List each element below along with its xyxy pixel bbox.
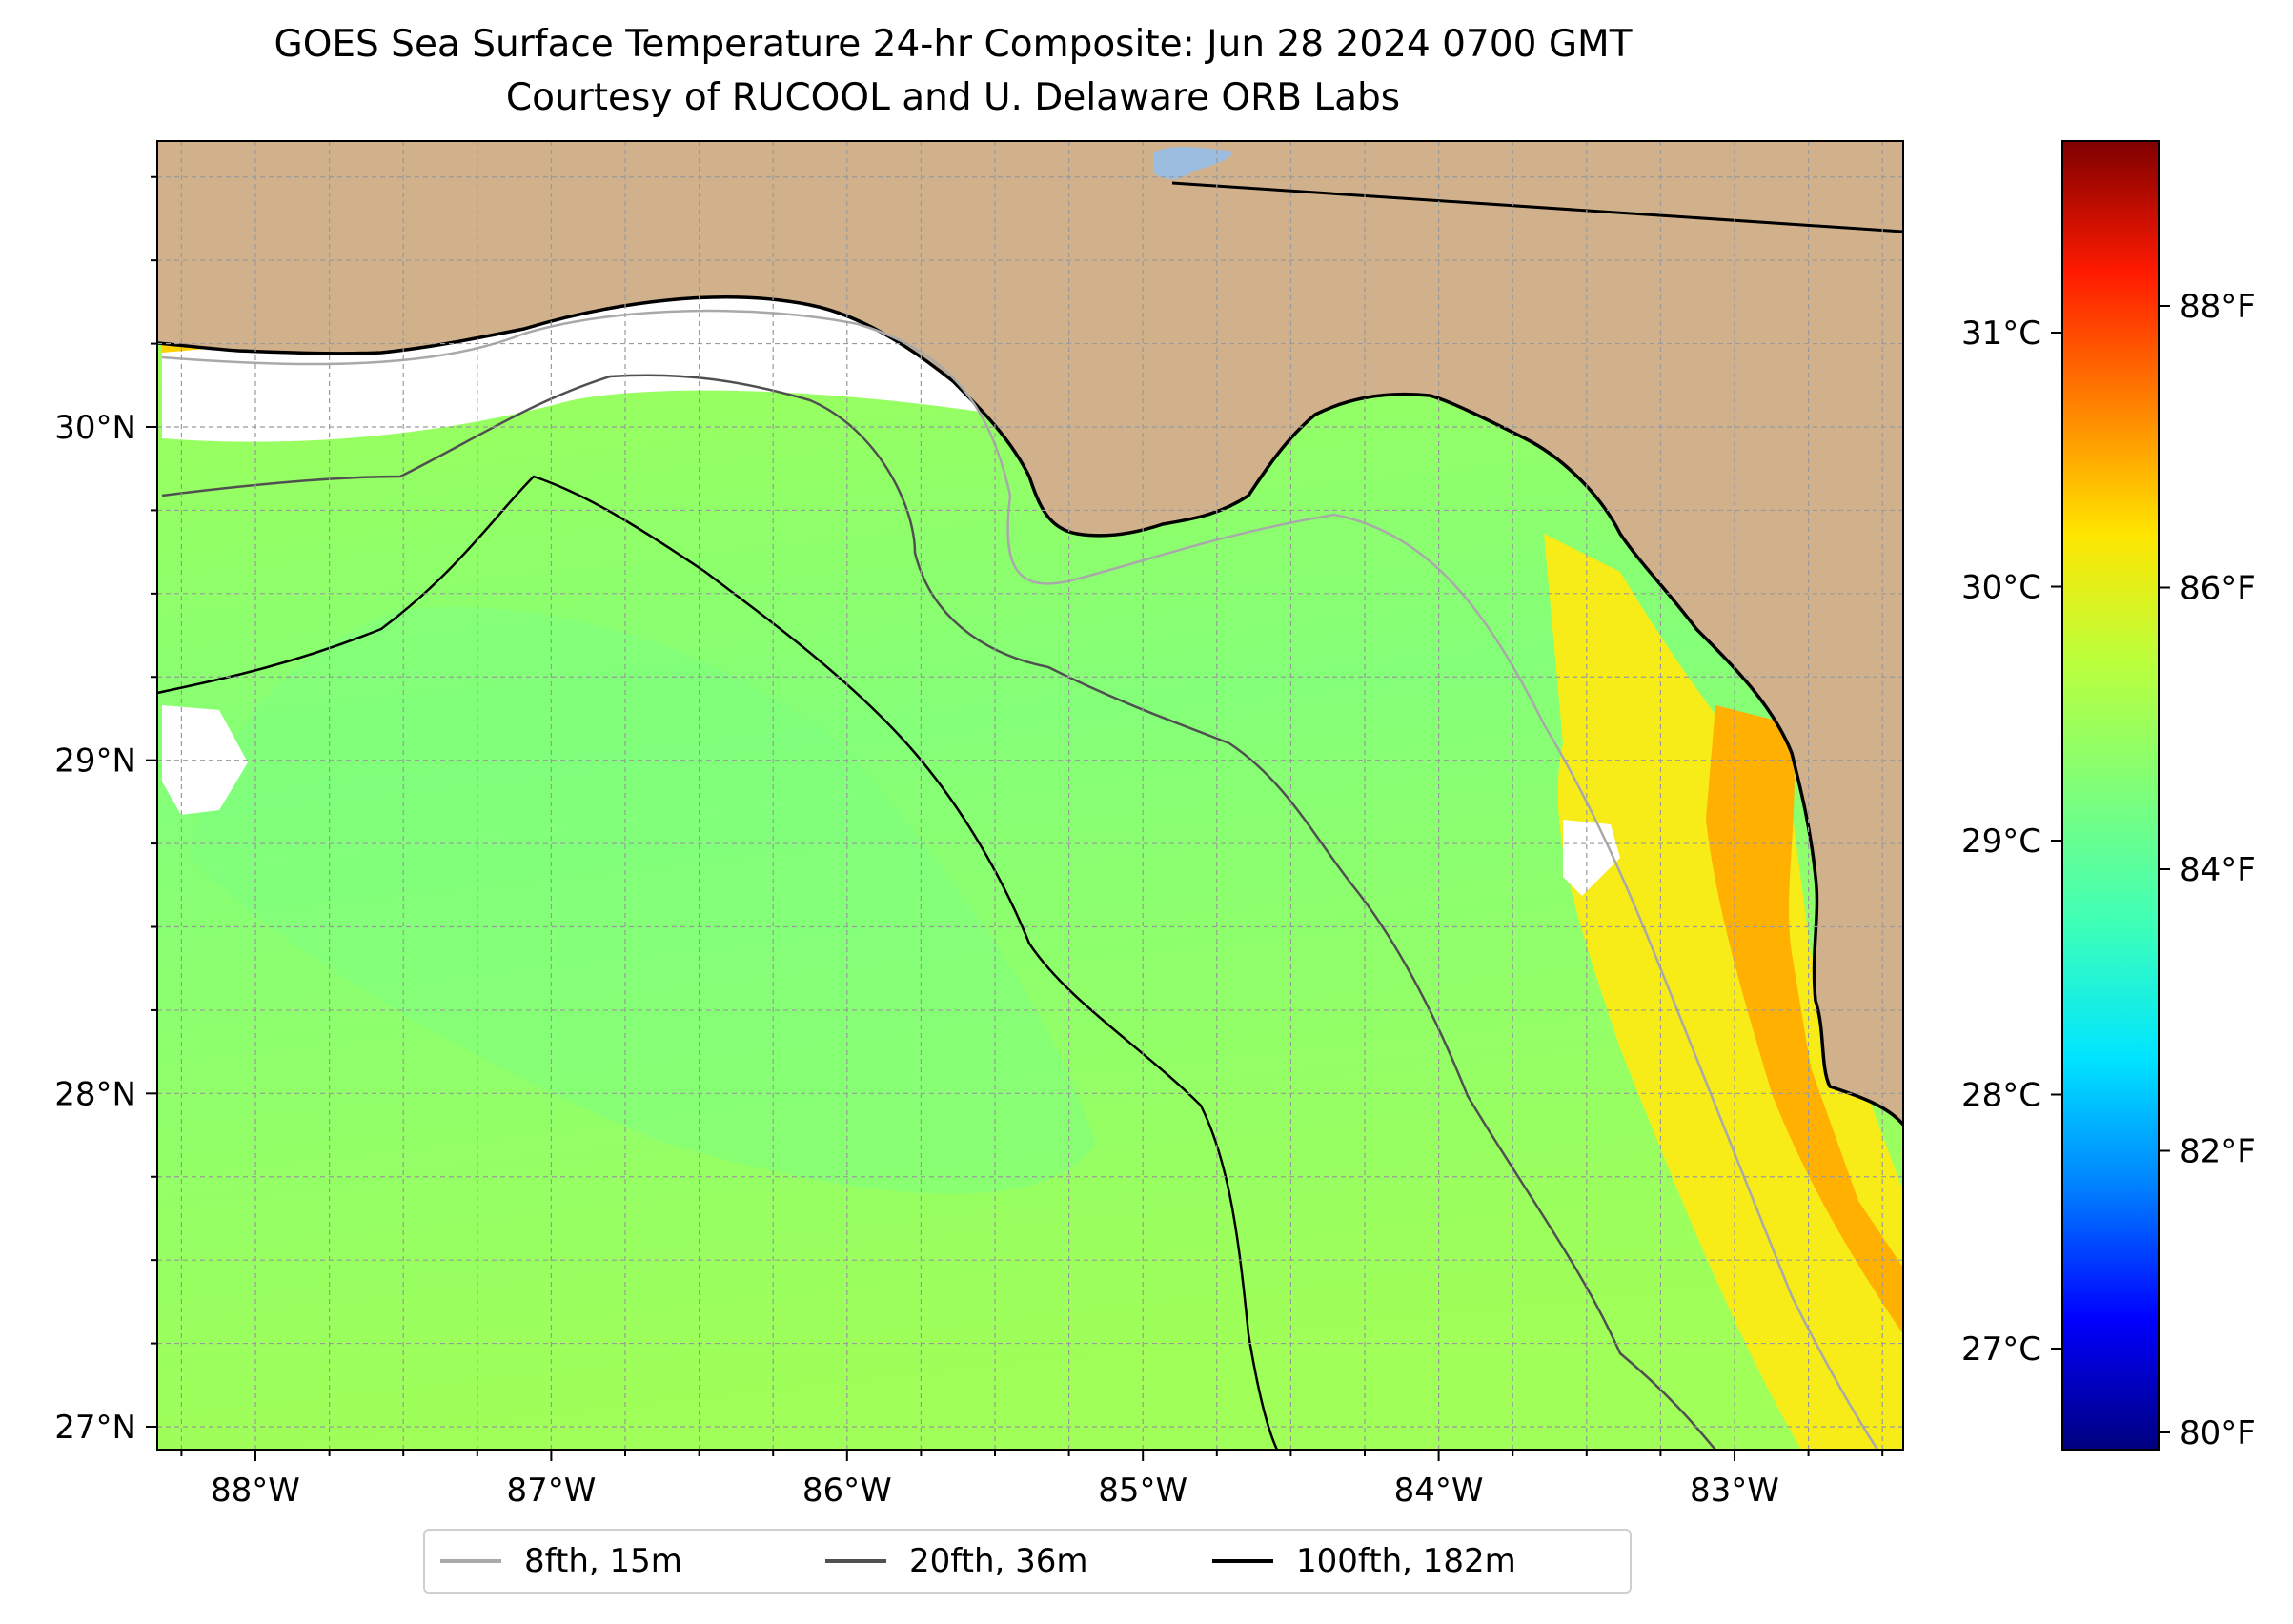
legend-item-8fth: 8fth, 15m <box>440 1531 682 1592</box>
legend-label-8fth: 8fth, 15m <box>524 1542 682 1580</box>
celsius-tick-label: 30°C <box>1961 569 2041 607</box>
map-area <box>157 141 1903 1450</box>
lat-tick-label: 29°N <box>54 742 136 781</box>
legend-item-100fth: 100fth, 182m <box>1212 1531 1516 1592</box>
chart-subtitle: Courtesy of RUCOOL and U. Delaware ORB L… <box>505 76 1401 119</box>
lon-tick-label: 87°W <box>506 1472 596 1510</box>
land-area <box>157 141 1903 1125</box>
latitude-axis: 30°N 29°N 28°N 27°N <box>54 175 157 1447</box>
legend-label-100fth: 100fth, 182m <box>1296 1542 1516 1580</box>
sst-warm-region <box>1544 534 1903 1450</box>
contour-20fth <box>161 374 1716 1450</box>
fahrenheit-tick-label: 82°F <box>2180 1133 2256 1171</box>
longitude-axis: 88°W 87°W 86°W 85°W 84°W 83°W <box>180 1450 1884 1510</box>
lon-tick-label: 88°W <box>211 1472 300 1510</box>
gridlines <box>157 141 1903 1450</box>
sst-hot-region <box>1706 705 1903 1334</box>
legend-swatch-8fth <box>440 1559 501 1563</box>
fahrenheit-tick-label: 88°F <box>2180 288 2256 326</box>
contour-8fth <box>161 309 1879 1450</box>
legend-label-20fth: 20fth, 36m <box>909 1542 1088 1580</box>
chart-title: GOES Sea Surface Temperature 24-hr Compo… <box>274 23 1633 66</box>
colorbar-celsius-axis: 31°C 30°C 29°C 28°C 27°C <box>1961 315 2062 1369</box>
legend-swatch-100fth <box>1212 1559 1273 1563</box>
fahrenheit-tick-label: 80°F <box>2180 1414 2256 1452</box>
fahrenheit-tick-label: 84°F <box>2180 851 2256 889</box>
colorbar-fahrenheit-axis: 88°F 86°F 84°F 82°F 80°F <box>2159 288 2256 1452</box>
lon-tick-label: 85°W <box>1098 1472 1187 1510</box>
map-frame <box>156 140 1904 1451</box>
lat-tick-label: 30°N <box>54 409 136 447</box>
legend: 8fth, 15m 20fth, 36m 100fth, 182m <box>423 1529 1632 1594</box>
colorbar-bar <box>2061 140 2160 1451</box>
sst-cool-region <box>191 606 1096 1194</box>
lon-tick-label: 86°W <box>802 1472 892 1510</box>
coastline <box>157 294 1903 1127</box>
lat-tick-label: 27°N <box>54 1409 136 1447</box>
legend-swatch-20fth <box>825 1559 886 1563</box>
colorbar: 31°C 30°C 29°C 28°C 27°C 88°F 86°F 84°F 82°F 80°… <box>1961 140 2256 1452</box>
celsius-tick-label: 31°C <box>1961 315 2041 353</box>
celsius-tick-label: 27°C <box>1961 1330 2041 1369</box>
legend-item-20fth: 20fth, 36m <box>825 1531 1088 1592</box>
lake <box>1153 147 1231 180</box>
lon-tick-label: 83°W <box>1690 1472 1779 1510</box>
contour-100fth <box>157 475 1279 1450</box>
lon-tick-label: 84°W <box>1394 1472 1484 1510</box>
celsius-tick-label: 29°C <box>1961 822 2041 861</box>
celsius-tick-label: 28°C <box>1961 1077 2041 1115</box>
lat-tick-label: 28°N <box>54 1075 136 1113</box>
state-boundary <box>1171 181 1903 233</box>
fahrenheit-tick-label: 86°F <box>2180 570 2256 608</box>
